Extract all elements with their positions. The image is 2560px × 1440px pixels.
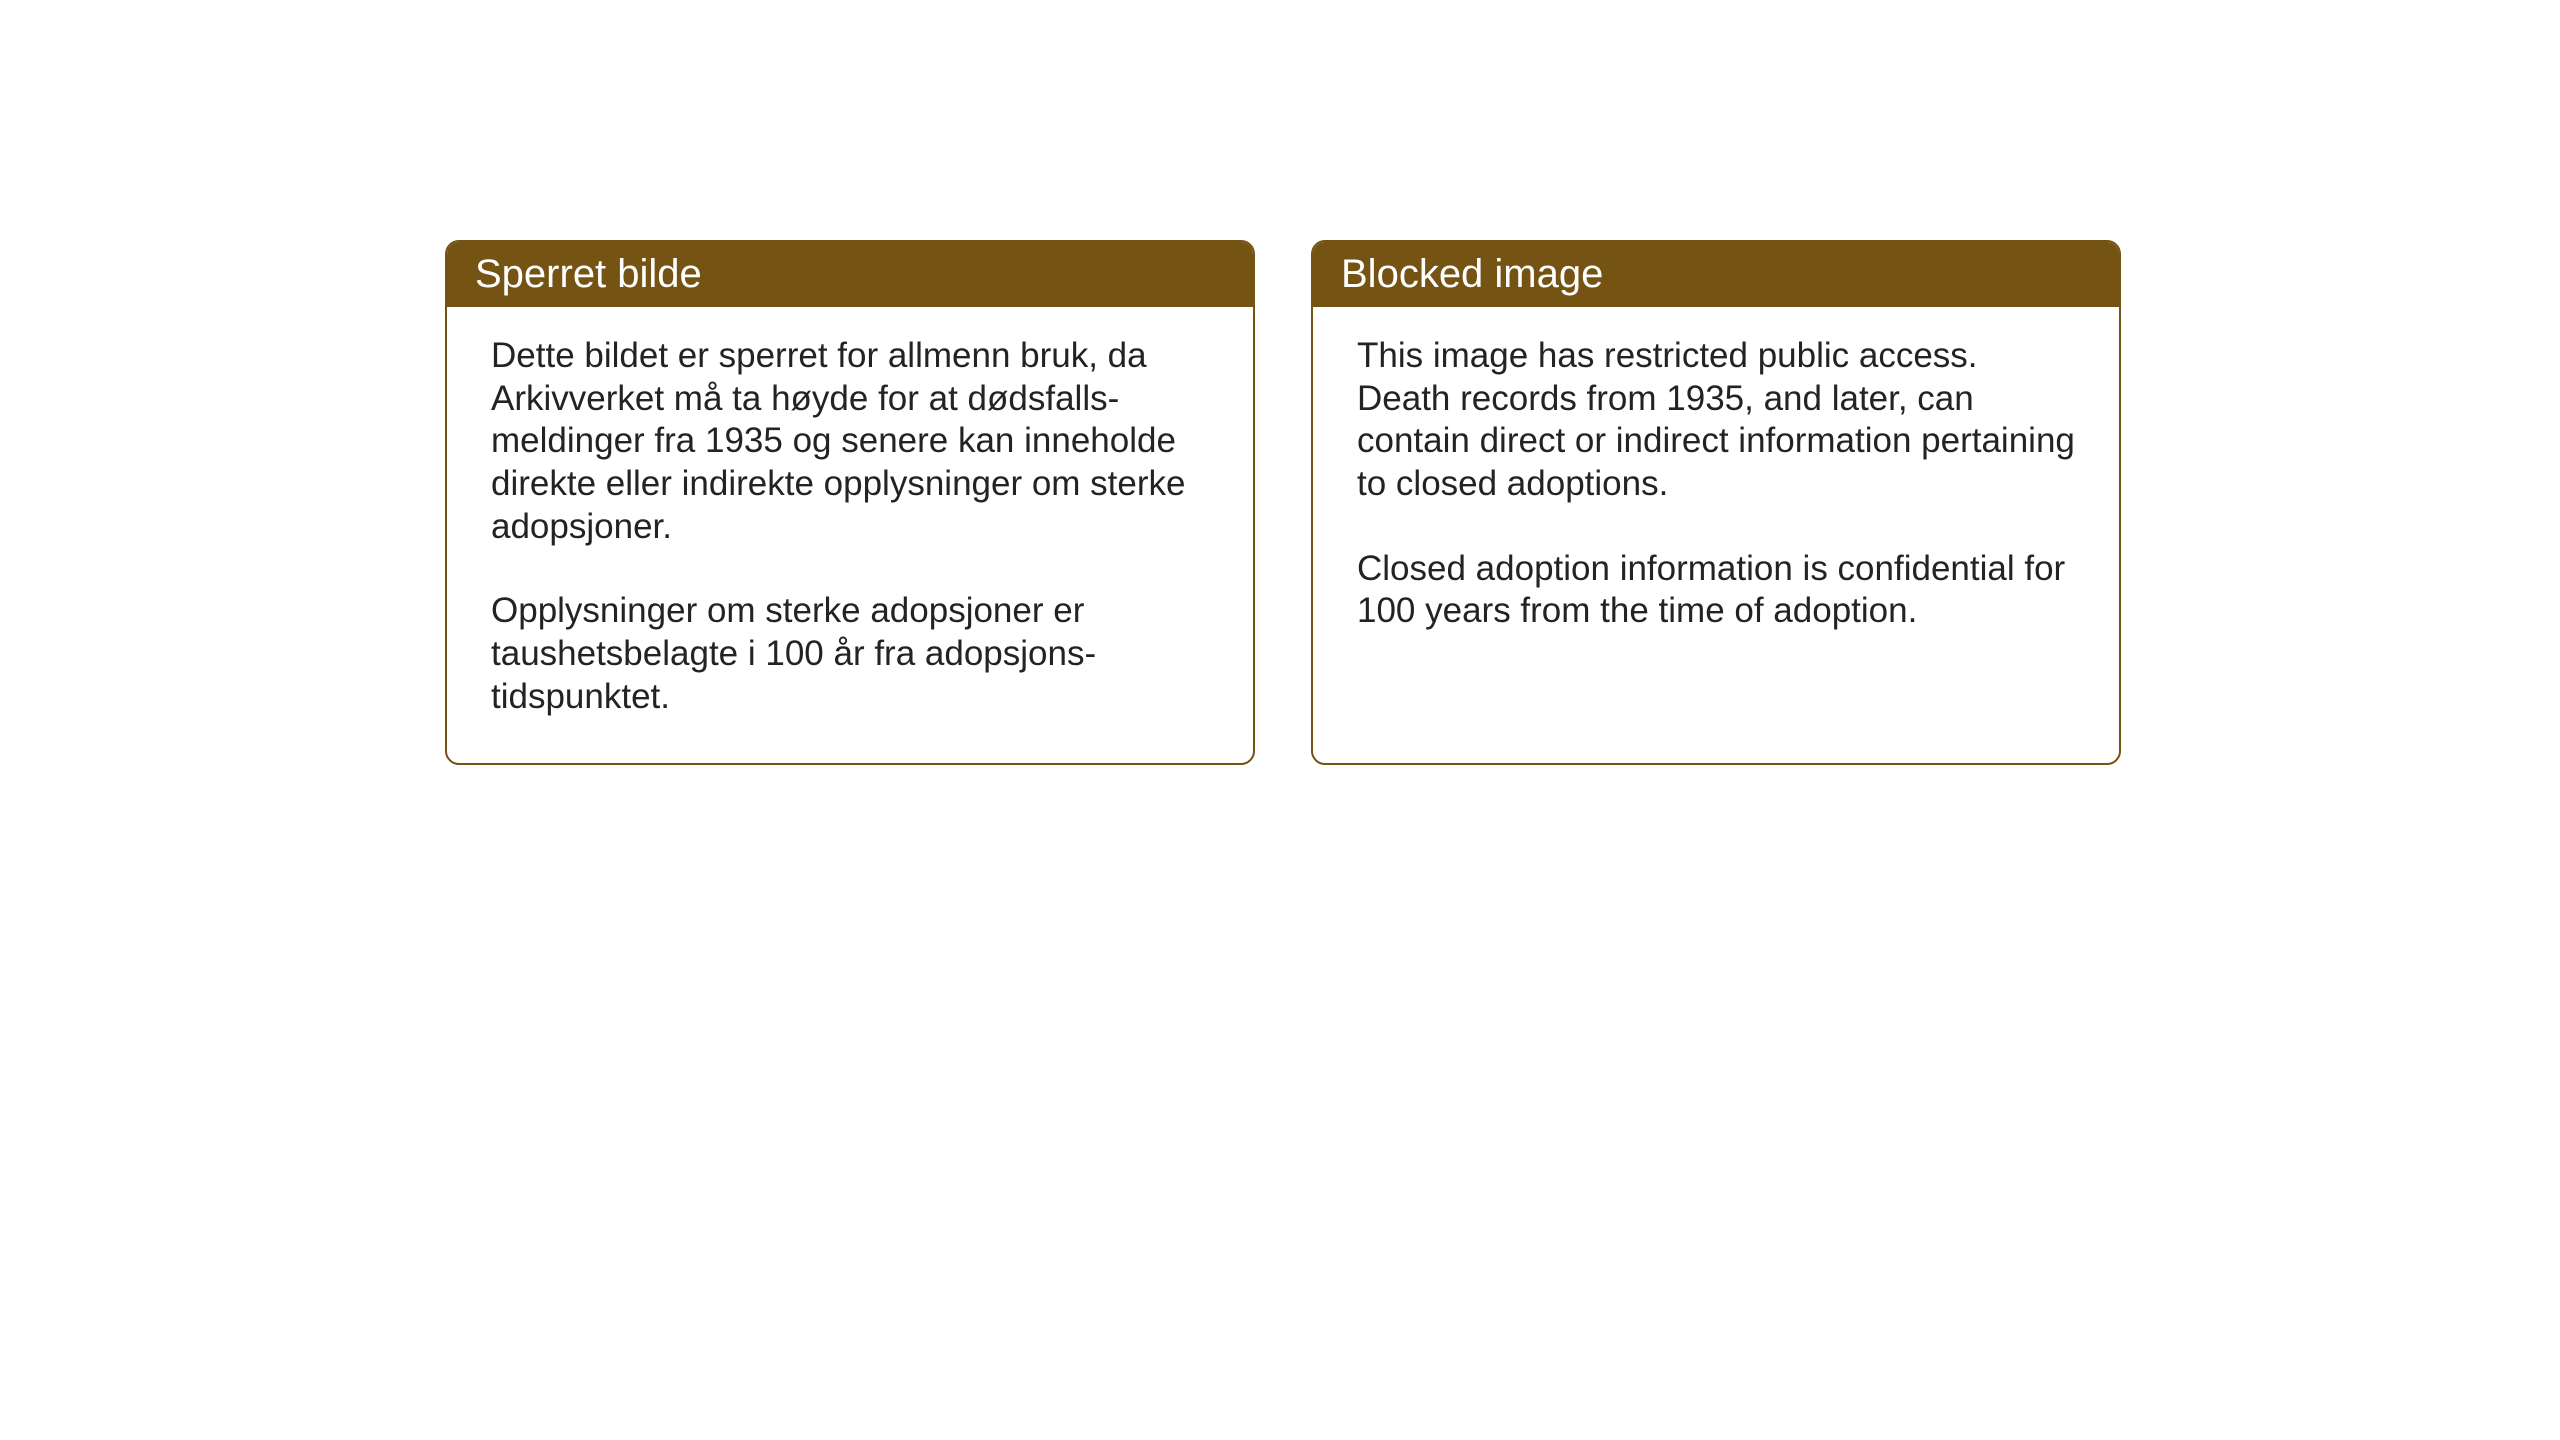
notice-card-norwegian: Sperret bilde Dette bildet er sperret fo… bbox=[445, 240, 1255, 765]
card-header-english: Blocked image bbox=[1313, 242, 2119, 307]
notice-container: Sperret bilde Dette bildet er sperret fo… bbox=[445, 240, 2121, 765]
card-paragraph-1-english: This image has restricted public access.… bbox=[1357, 335, 2075, 506]
card-paragraph-2-english: Closed adoption information is confident… bbox=[1357, 548, 2075, 633]
card-body-norwegian: Dette bildet er sperret for allmenn bruk… bbox=[447, 307, 1253, 763]
card-body-english: This image has restricted public access.… bbox=[1313, 307, 2119, 727]
card-header-norwegian: Sperret bilde bbox=[447, 242, 1253, 307]
notice-card-english: Blocked image This image has restricted … bbox=[1311, 240, 2121, 765]
card-paragraph-1-norwegian: Dette bildet er sperret for allmenn bruk… bbox=[491, 335, 1209, 548]
card-paragraph-2-norwegian: Opplysninger om sterke adopsjoner er tau… bbox=[491, 590, 1209, 718]
card-title-norwegian: Sperret bilde bbox=[475, 252, 702, 296]
card-title-english: Blocked image bbox=[1341, 252, 1603, 296]
